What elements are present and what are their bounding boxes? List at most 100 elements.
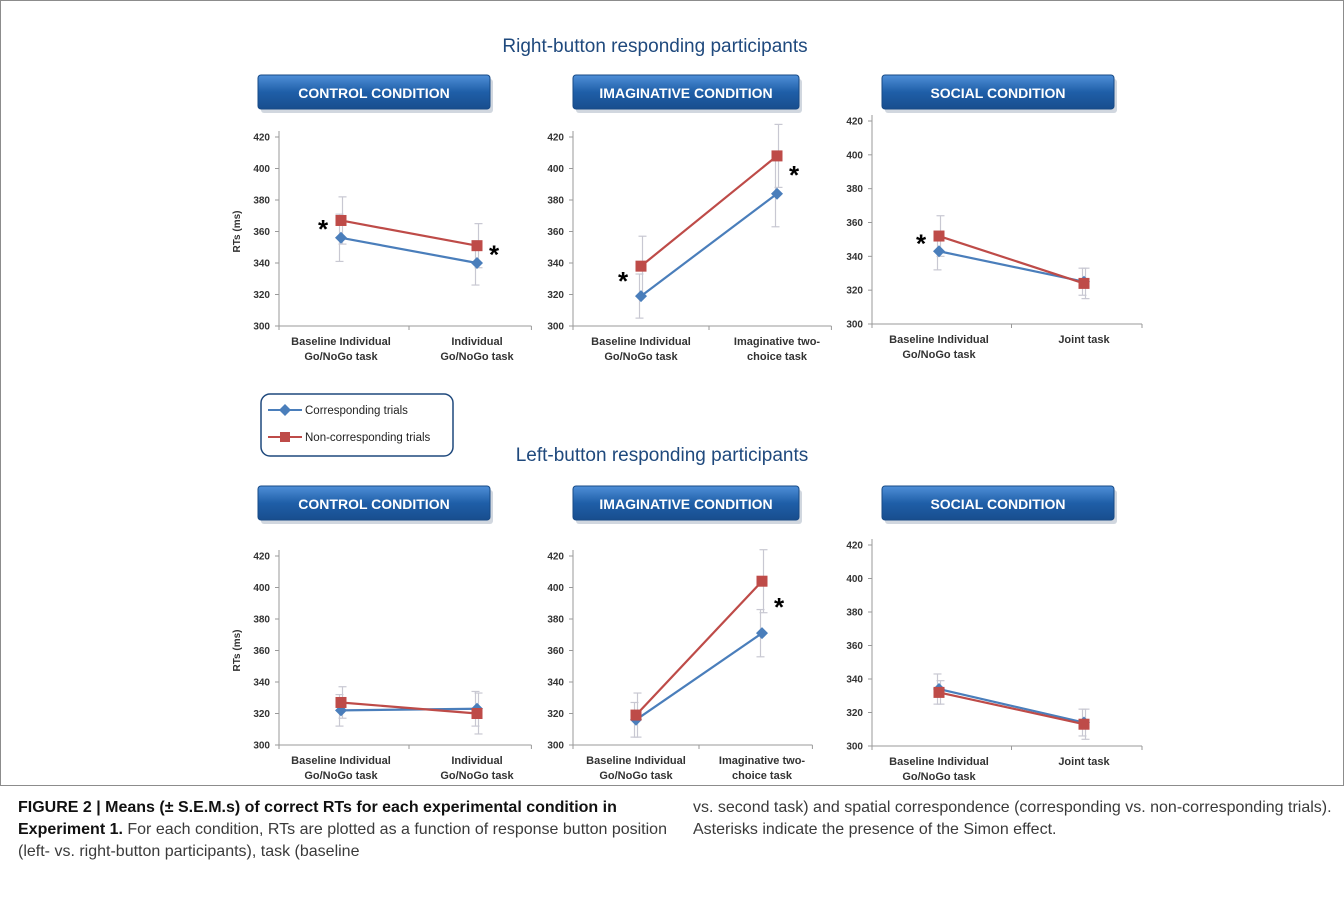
y-tick-label: 360 — [846, 641, 863, 652]
y-axis-title: RTs (ms) — [232, 210, 243, 252]
x-category-label: Imaginative two- — [734, 336, 821, 348]
series-line-non-corresponding — [640, 155, 778, 268]
series-line-corresponding — [635, 632, 763, 721]
x-category-label: Go/NoGo task — [902, 771, 976, 783]
y-tick-label: 360 — [547, 227, 564, 238]
y-tick-label: 360 — [253, 227, 270, 238]
point-corresponding — [471, 257, 483, 269]
legend-label-corresponding: Corresponding trials — [305, 405, 408, 417]
x-category-label: Baseline Individual — [291, 336, 391, 348]
y-tick-label: 380 — [547, 615, 564, 626]
x-category-label: Go/NoGo task — [604, 351, 678, 363]
legend: Corresponding trials Non-corresponding t… — [260, 393, 454, 457]
x-category-label: Go/NoGo task — [440, 770, 514, 782]
y-tick-label: 340 — [253, 678, 270, 689]
y-axis-title: RTs (ms) — [232, 629, 243, 671]
chart-panel-1: CONTROL CONDITION 300 320 340 360 380 400 420 Ba… — [232, 74, 532, 363]
x-category-label: Joint task — [1058, 334, 1110, 346]
point-non-corresponding — [771, 150, 783, 162]
asterisk-significance: * — [318, 214, 329, 244]
point-non-corresponding — [933, 230, 945, 242]
y-tick-label: 380 — [547, 196, 564, 207]
y-tick-label: 420 — [547, 552, 564, 563]
point-non-corresponding — [1078, 277, 1090, 289]
series-line-corresponding — [340, 236, 478, 265]
panel-title: SOCIAL CONDITION — [930, 85, 1065, 101]
y-tick-label: 400 — [846, 574, 863, 585]
y-tick-label: 420 — [253, 552, 270, 563]
chart-panel-4: CONTROL CONDITION 300 320 340 360 380 400 420 Ba… — [232, 485, 532, 782]
chart-panel-2: IMAGINATIVE CONDITION 300 320 340 360 380 400 4… — [547, 74, 832, 363]
point-non-corresponding — [335, 214, 347, 226]
panel-header-box — [257, 74, 491, 110]
figure-canvas: Right-button responding participants Lef… — [232, 36, 1143, 783]
series-line-non-corresponding — [938, 691, 1085, 726]
caption-left: FIGURE 2 | Means (± S.E.M.s) of correct … — [18, 797, 670, 863]
series-line-corresponding — [340, 707, 478, 712]
y-tick-label: 420 — [846, 117, 863, 128]
y-tick-label: 400 — [253, 583, 270, 594]
point-non-corresponding — [933, 686, 945, 698]
series-line-non-corresponding — [938, 234, 1085, 285]
caption-right: vs. second task) and spatial corresponde… — [693, 799, 1332, 838]
point-corresponding — [335, 231, 347, 244]
y-tick-label: 340 — [547, 259, 564, 270]
y-tick-label: 340 — [846, 252, 863, 263]
y-tick-label: 320 — [547, 709, 564, 720]
asterisk-significance: * — [489, 239, 500, 269]
caption-text-left: For each condition, RTs are plotted as a… — [18, 821, 667, 860]
x-category-label: Joint task — [1058, 756, 1110, 768]
y-tick-label: 380 — [253, 615, 270, 626]
panel-title: CONTROL CONDITION — [298, 85, 449, 101]
asterisk-significance: * — [916, 229, 927, 259]
legend-marker-non-corresponding — [280, 432, 290, 442]
caption-bold: FIGURE 2 | Means (± S.E.M.s) of correct … — [18, 799, 617, 838]
y-tick-label: 420 — [846, 541, 863, 552]
y-tick-label: 340 — [547, 678, 564, 689]
legend-label-non-corresponding: Non-corresponding trials — [305, 432, 431, 444]
point-non-corresponding — [471, 240, 483, 252]
asterisk-significance: * — [618, 266, 629, 296]
panel-header-box — [881, 74, 1115, 110]
left-section-title: Left-button responding participants — [516, 445, 809, 466]
x-category-label: Go/NoGo task — [902, 349, 976, 361]
y-tick-label: 320 — [846, 286, 863, 297]
y-tick-label: 360 — [846, 218, 863, 229]
y-tick-label: 300 — [253, 741, 270, 752]
point-non-corresponding — [756, 575, 768, 587]
x-category-label: Baseline Individual — [889, 334, 989, 346]
y-tick-label: 320 — [253, 290, 270, 301]
y-tick-label: 420 — [253, 133, 270, 144]
point-corresponding — [933, 245, 945, 258]
y-tick-label: 360 — [253, 646, 270, 657]
x-category-label: choice task — [732, 770, 793, 782]
point-corresponding — [756, 627, 768, 640]
panel-header-box — [572, 485, 800, 521]
series-line-non-corresponding — [340, 219, 478, 247]
point-non-corresponding — [335, 696, 347, 708]
y-tick-label: 380 — [846, 184, 863, 195]
panel-header-box — [257, 485, 491, 521]
point-non-corresponding — [635, 260, 647, 272]
point-non-corresponding — [630, 709, 642, 721]
asterisk-significance: * — [789, 160, 800, 190]
y-tick-label: 320 — [547, 290, 564, 301]
y-tick-label: 360 — [547, 646, 564, 657]
legend-marker-corresponding — [279, 404, 291, 416]
y-tick-label: 300 — [846, 742, 863, 753]
x-category-label: Imaginative two- — [719, 755, 806, 767]
point-corresponding — [635, 290, 647, 303]
x-category-label: Baseline Individual — [586, 755, 686, 767]
y-tick-label: 300 — [846, 320, 863, 331]
asterisk-significance: * — [774, 592, 785, 622]
x-category-label: Baseline Individual — [591, 336, 691, 348]
charts-layer: CONTROL CONDITION 300 320 340 360 380 400 420 Ba… — [232, 74, 1143, 783]
panel-title: IMAGINATIVE CONDITION — [599, 85, 772, 101]
x-category-label: Go/NoGo task — [440, 351, 514, 363]
series-line-corresponding — [938, 687, 1085, 724]
series-line-corresponding — [640, 192, 778, 297]
panel-title: CONTROL CONDITION — [298, 496, 449, 512]
chart-panel-5: IMAGINATIVE CONDITION 300 320 340 360 380 400 4… — [547, 485, 813, 782]
x-category-label: Baseline Individual — [889, 756, 989, 768]
panel-header-box — [881, 485, 1115, 521]
